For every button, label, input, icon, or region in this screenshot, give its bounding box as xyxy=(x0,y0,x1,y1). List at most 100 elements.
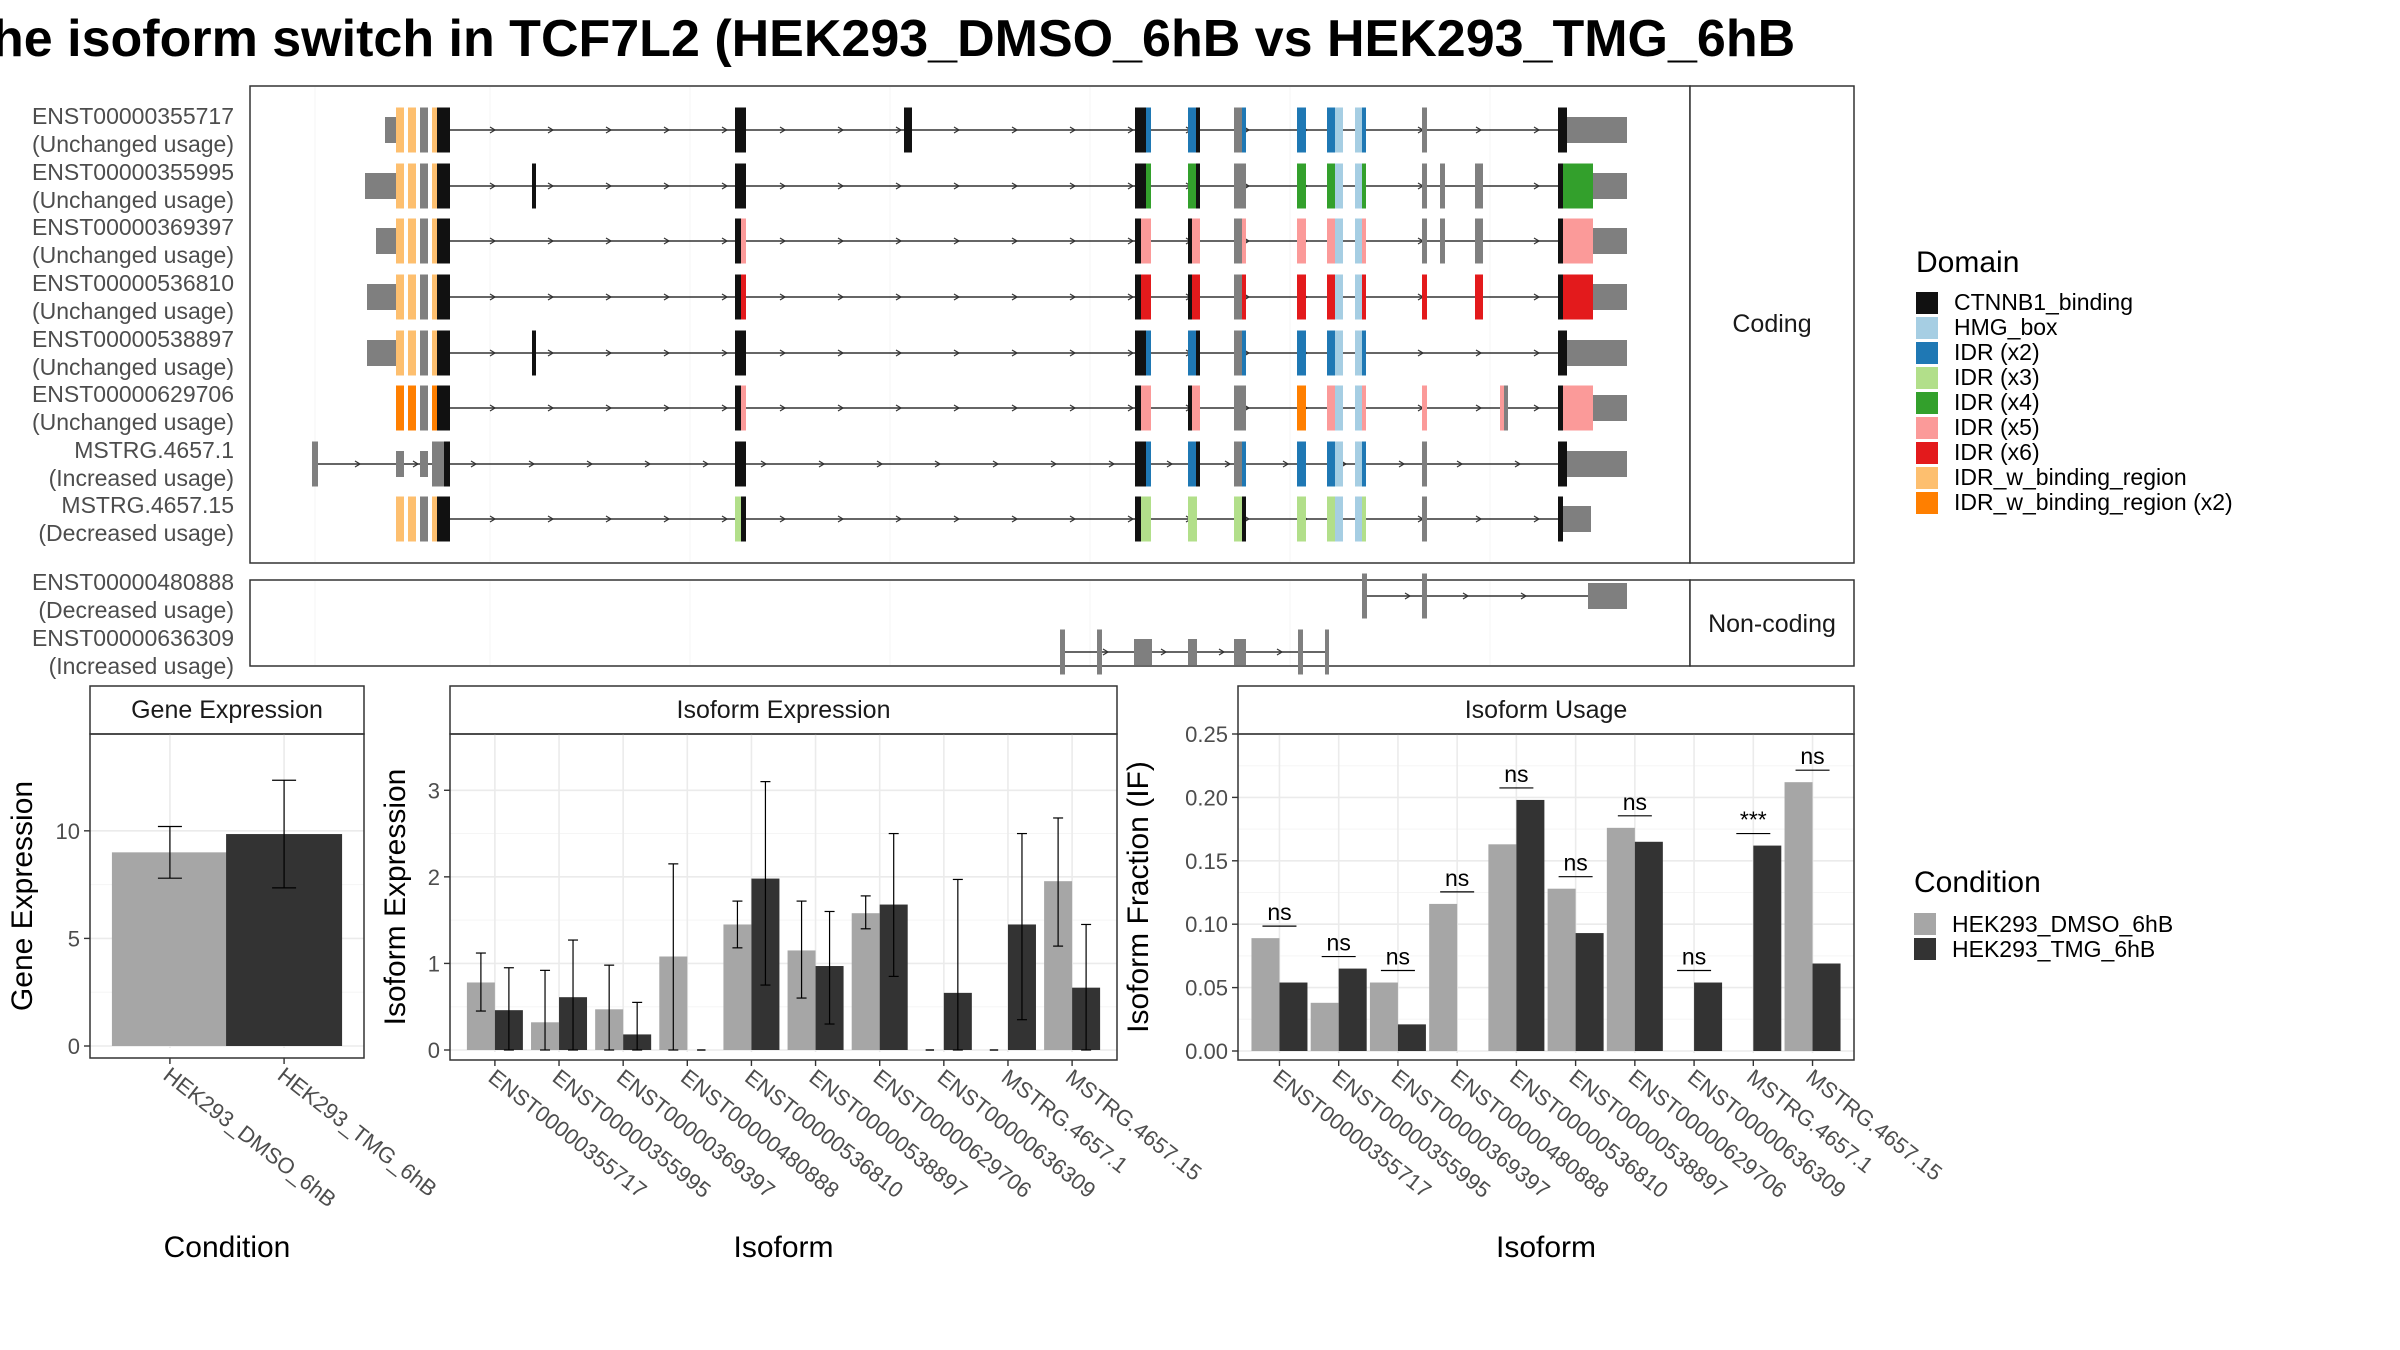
significance-label: ns xyxy=(1445,865,1469,891)
intron-arrow xyxy=(779,126,787,134)
intron-arrow xyxy=(1011,404,1019,412)
y-tick-label: 0.10 xyxy=(1185,912,1228,937)
intron-arrow xyxy=(547,237,555,245)
intron-arrow xyxy=(1069,182,1077,190)
panel-frame xyxy=(89,733,365,1059)
exon xyxy=(408,107,416,153)
intron-arrow xyxy=(934,460,942,468)
bar xyxy=(1575,933,1604,1051)
legend-swatch xyxy=(1914,913,1936,935)
exon xyxy=(1196,330,1200,376)
exon xyxy=(1188,441,1197,487)
exon xyxy=(420,385,428,431)
exon xyxy=(735,218,741,264)
intron-arrow xyxy=(779,182,787,190)
exon xyxy=(532,330,536,376)
intron-arrow xyxy=(663,182,671,190)
intron-arrow xyxy=(1069,237,1077,245)
utr-block xyxy=(1593,173,1627,199)
exon xyxy=(1500,385,1504,431)
exon xyxy=(1475,163,1483,209)
intron-arrow xyxy=(605,515,613,523)
panel-strip xyxy=(1237,685,1855,735)
intron-arrow xyxy=(953,404,961,412)
intron-arrow xyxy=(605,293,613,301)
intron-arrow xyxy=(837,126,845,134)
exon xyxy=(1558,107,1567,153)
intron-arrow xyxy=(1108,460,1116,468)
intron-arrow xyxy=(1069,126,1077,134)
usage-label: (Unchanged usage) xyxy=(32,131,234,157)
intron-arrow xyxy=(953,182,961,190)
intron-arrow xyxy=(895,237,903,245)
legend-swatch xyxy=(1916,417,1938,439)
isoform-expression-chart: Isoform Expression0123ENST00000355717ENS… xyxy=(379,685,1207,1264)
exon xyxy=(1297,385,1306,431)
exon xyxy=(741,496,746,542)
exon xyxy=(1234,385,1246,431)
exon xyxy=(1422,573,1427,619)
bar xyxy=(1397,1024,1426,1051)
legend-label: HEK293_TMG_6hB xyxy=(1952,936,2155,962)
bar xyxy=(1251,938,1280,1051)
intron-arrow xyxy=(702,460,710,468)
exon xyxy=(1362,330,1366,376)
intron-arrow xyxy=(1069,404,1077,412)
exon xyxy=(1362,496,1366,542)
exon xyxy=(437,330,441,376)
exon xyxy=(1558,163,1563,209)
exon xyxy=(440,274,450,320)
bar xyxy=(1812,963,1841,1051)
exon xyxy=(396,496,404,542)
exon xyxy=(1234,218,1242,264)
intron-arrow xyxy=(489,237,497,245)
exon xyxy=(420,496,428,542)
exon xyxy=(1188,218,1192,264)
intron-arrow xyxy=(1462,592,1470,600)
exon xyxy=(420,274,428,320)
utr-block xyxy=(367,340,397,366)
usage-label: (Unchanged usage) xyxy=(32,298,234,324)
exon xyxy=(1440,163,1445,209)
intron-arrow xyxy=(663,515,671,523)
intron-arrow xyxy=(663,293,671,301)
intron-arrow xyxy=(663,126,671,134)
exon xyxy=(1188,163,1197,209)
exon xyxy=(1196,107,1200,153)
intron-arrow xyxy=(721,404,729,412)
legend-label: CTNNB1_binding xyxy=(1954,289,2133,315)
exon xyxy=(1141,496,1151,542)
panel-strip-title: Gene Expression xyxy=(131,696,323,724)
exon xyxy=(1135,107,1147,153)
coding-panel-frame xyxy=(249,85,1691,564)
exon xyxy=(1188,274,1192,320)
exon xyxy=(1355,330,1363,376)
exon xyxy=(440,385,450,431)
legend-label: IDR (x5) xyxy=(1954,414,2040,440)
exon xyxy=(1422,163,1427,209)
exon xyxy=(1146,107,1151,153)
exon xyxy=(432,107,440,153)
intron-arrow xyxy=(721,237,729,245)
intron-arrow xyxy=(837,349,845,357)
exon xyxy=(440,330,450,376)
exon xyxy=(432,218,440,264)
exon xyxy=(1297,163,1306,209)
exon xyxy=(1188,107,1197,153)
intron-arrow xyxy=(1069,515,1077,523)
bar xyxy=(1547,888,1576,1051)
intron-arrow xyxy=(1276,648,1284,656)
utr-block xyxy=(1563,506,1591,532)
intron-arrow xyxy=(1102,648,1110,656)
intron-arrow xyxy=(721,293,729,301)
legend-swatch xyxy=(1916,392,1938,414)
exon xyxy=(440,163,450,209)
exon xyxy=(1563,218,1593,264)
intron-arrow xyxy=(354,460,362,468)
intron-arrow xyxy=(1127,404,1135,412)
intron-arrow xyxy=(876,460,884,468)
intron-arrow xyxy=(779,237,787,245)
exon xyxy=(432,441,444,487)
exon xyxy=(408,163,416,209)
exon xyxy=(420,107,428,153)
